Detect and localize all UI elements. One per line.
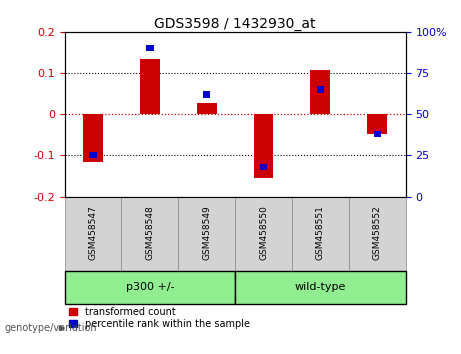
Bar [140,59,160,114]
Bar [83,114,103,161]
Title: GDS3598 / 1432930_at: GDS3598 / 1432930_at [154,17,316,31]
Text: GSM458548: GSM458548 [145,205,154,259]
Bar [121,196,178,271]
Bar [373,131,381,137]
Bar [367,114,387,134]
Text: GSM458552: GSM458552 [373,205,382,259]
Bar [89,152,97,159]
Bar [65,196,121,271]
Text: GSM458549: GSM458549 [202,205,211,259]
Bar [146,45,154,51]
Bar [197,103,217,114]
Bar [178,196,235,271]
Bar [235,196,292,271]
Text: GSM458550: GSM458550 [259,205,268,259]
Bar [260,164,267,170]
Bar [349,196,406,271]
Bar [292,196,349,271]
Text: GSM458547: GSM458547 [89,205,97,259]
Text: p300 +/-: p300 +/- [125,282,174,292]
Text: wild-type: wild-type [295,282,346,292]
Bar [235,271,406,304]
Bar [310,70,331,114]
Text: GSM458551: GSM458551 [316,205,325,259]
Text: genotype/variation: genotype/variation [5,323,97,333]
Bar [254,114,273,178]
Bar [317,86,324,93]
Bar [65,271,235,304]
Legend: transformed count, percentile rank within the sample: transformed count, percentile rank withi… [70,307,250,329]
Bar [203,91,210,98]
